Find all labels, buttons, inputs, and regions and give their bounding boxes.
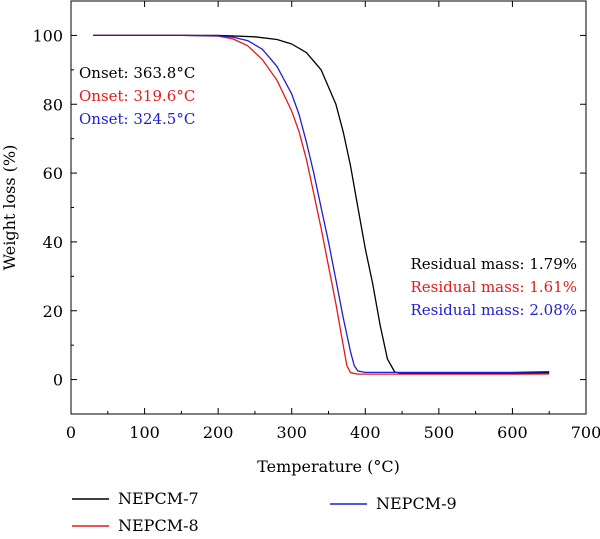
x-tick-label: 700 — [571, 423, 600, 442]
onset-annotation: Onset: 324.5°C — [79, 110, 195, 128]
series-line-nepcm-9 — [93, 34, 550, 374]
plot-area — [93, 34, 550, 375]
y-tick-label: 100 — [32, 26, 63, 45]
axes — [70, 0, 587, 415]
x-tick-label: 0 — [66, 423, 76, 442]
legend-label: NEPCM-8 — [118, 516, 199, 535]
y-tick-label: 80 — [43, 95, 63, 114]
legend-entry: NEPCM-7 — [72, 489, 199, 508]
residual-annotation: Residual mass: 2.08% — [411, 301, 577, 319]
residual-annotation: Residual mass: 1.61% — [411, 278, 577, 296]
x-tick-label: 100 — [129, 423, 160, 442]
legend-entry: NEPCM-8 — [72, 516, 199, 535]
series-line-nepcm-7 — [93, 34, 550, 375]
legend: NEPCM-7 NEPCM-8 NEPCM-9 — [72, 489, 457, 535]
residual-annotation: Residual mass: 1.79% — [411, 255, 577, 273]
y-tick-label: 20 — [43, 302, 63, 321]
x-tick-label: 500 — [424, 423, 455, 442]
y-axis-title: Weight loss (%) — [0, 145, 19, 271]
x-axis-title: Temperature (°C) — [257, 457, 400, 476]
y-tick-label: 0 — [53, 371, 63, 390]
annotations: Onset: 363.8°C Onset: 319.6°C Onset: 324.5… — [79, 64, 577, 319]
x-tick-label: 400 — [350, 423, 381, 442]
legend-entry: NEPCM-9 — [330, 494, 457, 513]
ticks: 0 100 200 300 400 500 600 700 0 20 40 60 80 100 — [32, 0, 600, 442]
x-tick-label: 600 — [497, 423, 528, 442]
onset-annotation: Onset: 319.6°C — [79, 87, 195, 105]
legend-label: NEPCM-9 — [376, 494, 457, 513]
plot-frame — [70, 0, 587, 415]
onset-annotation: Onset: 363.8°C — [79, 64, 195, 82]
x-tick-label: 200 — [203, 423, 234, 442]
x-tick-label: 300 — [276, 423, 307, 442]
y-tick-label: 60 — [43, 164, 63, 183]
series-line-nepcm-8 — [93, 34, 550, 375]
legend-label: NEPCM-7 — [118, 489, 199, 508]
y-tick-label: 40 — [43, 233, 63, 252]
